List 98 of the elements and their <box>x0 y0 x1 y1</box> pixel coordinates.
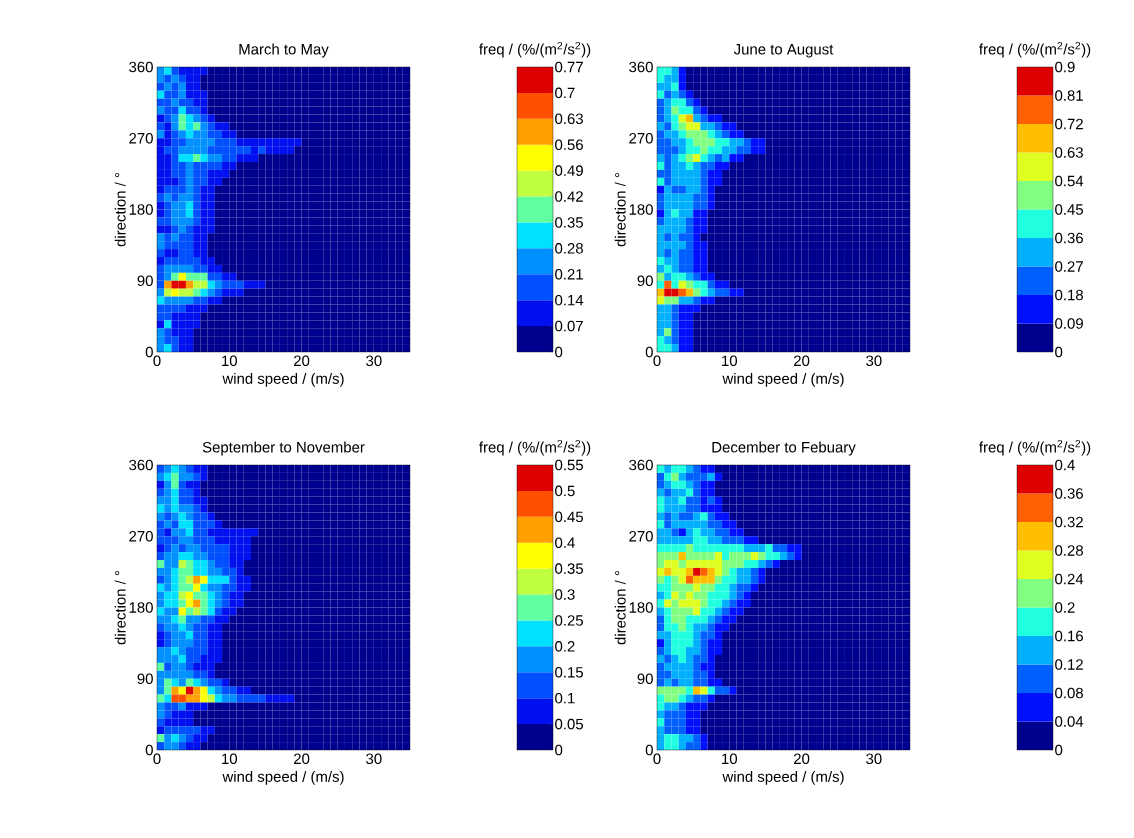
chart-title: December to Febuary <box>712 441 856 456</box>
y-axis-title: direction / ° <box>114 172 126 247</box>
color-bar-label: 0.36 <box>1055 232 1083 244</box>
x-tick-label: 0 <box>153 355 161 367</box>
x-axis-title: wind speed / (m/s) <box>222 770 344 785</box>
color-bar-label: 0.4 <box>1055 459 1075 471</box>
y-tick-label: 90 <box>637 275 653 287</box>
x-tick-label: 20 <box>294 355 310 367</box>
color-bar-label: 0.2 <box>555 641 575 652</box>
y-tick-label: 360 <box>129 459 153 471</box>
color-bar-label: 0.28 <box>1055 545 1083 556</box>
color-bar-label: 0.63 <box>1055 147 1083 158</box>
y-tick-label: 90 <box>137 673 153 685</box>
color-bar-label: 0.18 <box>1055 289 1083 301</box>
x-tick-label: 20 <box>794 753 810 765</box>
color-bar-label: 0.42 <box>555 191 583 202</box>
color-bar-label: 0.5 <box>555 485 575 497</box>
y-tick-label: 270 <box>129 132 153 144</box>
color-bar-label: 0.3 <box>555 589 575 600</box>
color-bar-title: freq / (%/(m$^{2}$/s$^{2}$)) <box>979 41 1091 58</box>
y-tick-label: 270 <box>129 530 153 542</box>
color-bar-label: 0.55 <box>555 459 583 471</box>
x-axis-title: wind speed / (m/s) <box>722 770 844 785</box>
y-tick-label: 90 <box>137 275 153 287</box>
y-tick-label: 180 <box>629 204 653 215</box>
color-bar-label: 0.14 <box>555 294 584 306</box>
color-bar-title: freq / (%/(m$^{2}$/s$^{2}$)) <box>979 439 1091 456</box>
x-tick-label: 30 <box>866 753 882 765</box>
color-bar-label: 0.56 <box>555 139 583 151</box>
color-bar-label: 0.81 <box>1055 90 1083 101</box>
y-tick-label: 360 <box>629 61 653 73</box>
y-tick-label: 360 <box>629 459 653 471</box>
color-bar-label: 0.21 <box>555 268 583 280</box>
y-tick-label: 180 <box>629 602 653 613</box>
color-bar-label: 0.25 <box>555 615 583 626</box>
color-bar-label: 0.36 <box>1055 488 1083 499</box>
color-bar-label: 0.49 <box>555 165 583 176</box>
x-tick-label: 0 <box>653 355 661 367</box>
color-bar-title: freq / (%/(m$^{2}$/s$^{2}$)) <box>479 439 591 456</box>
y-tick-label: 270 <box>629 530 653 542</box>
color-bar-label: 0.2 <box>1055 602 1075 613</box>
color-bar-label: 0.4 <box>555 537 575 549</box>
color-bar-label: 0 <box>1055 346 1063 358</box>
color-bar-label: 0.7 <box>555 87 575 99</box>
color-bar-label: 0.12 <box>1055 659 1083 670</box>
color-bar-label: 0.32 <box>1055 516 1083 528</box>
x-tick-label: 30 <box>866 355 882 367</box>
color-bar-label: 0 <box>1055 744 1063 756</box>
y-axis-title: direction / ° <box>614 172 626 247</box>
chart-title: September to November <box>202 441 365 456</box>
color-bar-label: 0.35 <box>555 563 583 574</box>
color-bar-label: 0.63 <box>555 113 583 125</box>
x-tick-label: 10 <box>722 355 738 367</box>
x-tick-label: 10 <box>722 753 738 765</box>
y-tick-label: 90 <box>637 673 653 685</box>
y-tick-label: 0 <box>145 346 153 358</box>
x-tick-label: 0 <box>653 753 661 765</box>
y-tick-label: 0 <box>645 744 653 756</box>
color-bar-label: 0.9 <box>1055 61 1075 73</box>
x-tick-label: 30 <box>366 355 382 367</box>
color-bar-label: 0.35 <box>555 217 583 228</box>
color-bar-label: 0.54 <box>1055 175 1084 187</box>
y-tick-label: 270 <box>629 132 653 144</box>
y-axis-title: direction / ° <box>114 570 126 645</box>
x-tick-label: 20 <box>794 355 810 367</box>
y-tick-label: 180 <box>129 602 153 613</box>
color-bar-label: 0.08 <box>1055 687 1083 699</box>
color-bar-label: 0.09 <box>1055 318 1083 329</box>
color-bar-label: 0.28 <box>555 243 583 254</box>
color-bar-label: 0.77 <box>555 61 583 73</box>
x-axis-title: wind speed / (m/s) <box>722 372 844 387</box>
color-bar-label: 0 <box>555 744 563 756</box>
color-bar-label: 0.24 <box>1055 573 1084 585</box>
x-axis-title: wind speed / (m/s) <box>222 372 344 387</box>
color-bar-label: 0.45 <box>555 511 583 523</box>
color-bar-label: 0.72 <box>1055 118 1083 130</box>
color-bar-label: 0.16 <box>1055 630 1083 642</box>
y-tick-label: 180 <box>129 204 153 215</box>
color-bar-label: 0.05 <box>555 718 583 730</box>
x-tick-label: 30 <box>366 753 382 765</box>
y-tick-label: 360 <box>129 61 153 73</box>
color-bar-title: freq / (%/(m$^{2}$/s$^{2}$)) <box>479 41 591 58</box>
color-bar-label: 0.15 <box>555 666 583 678</box>
y-tick-label: 0 <box>145 744 153 756</box>
chart-title: March to May <box>239 43 329 58</box>
color-bar-label: 0 <box>555 346 563 358</box>
color-bar-label: 0.27 <box>1055 261 1083 272</box>
color-bar-label: 0.45 <box>1055 204 1083 215</box>
x-tick-label: 10 <box>222 753 237 765</box>
x-tick-label: 10 <box>222 355 237 367</box>
x-tick-label: 0 <box>153 753 161 765</box>
color-bar-label: 0.1 <box>555 692 575 704</box>
color-bar-label: 0.07 <box>555 320 583 332</box>
y-axis-title: direction / ° <box>614 570 626 645</box>
color-bar-label: 0.04 <box>1055 716 1084 727</box>
chart-title: June to August <box>733 44 834 58</box>
y-tick-label: 0 <box>645 346 653 358</box>
x-tick-label: 20 <box>294 753 310 765</box>
